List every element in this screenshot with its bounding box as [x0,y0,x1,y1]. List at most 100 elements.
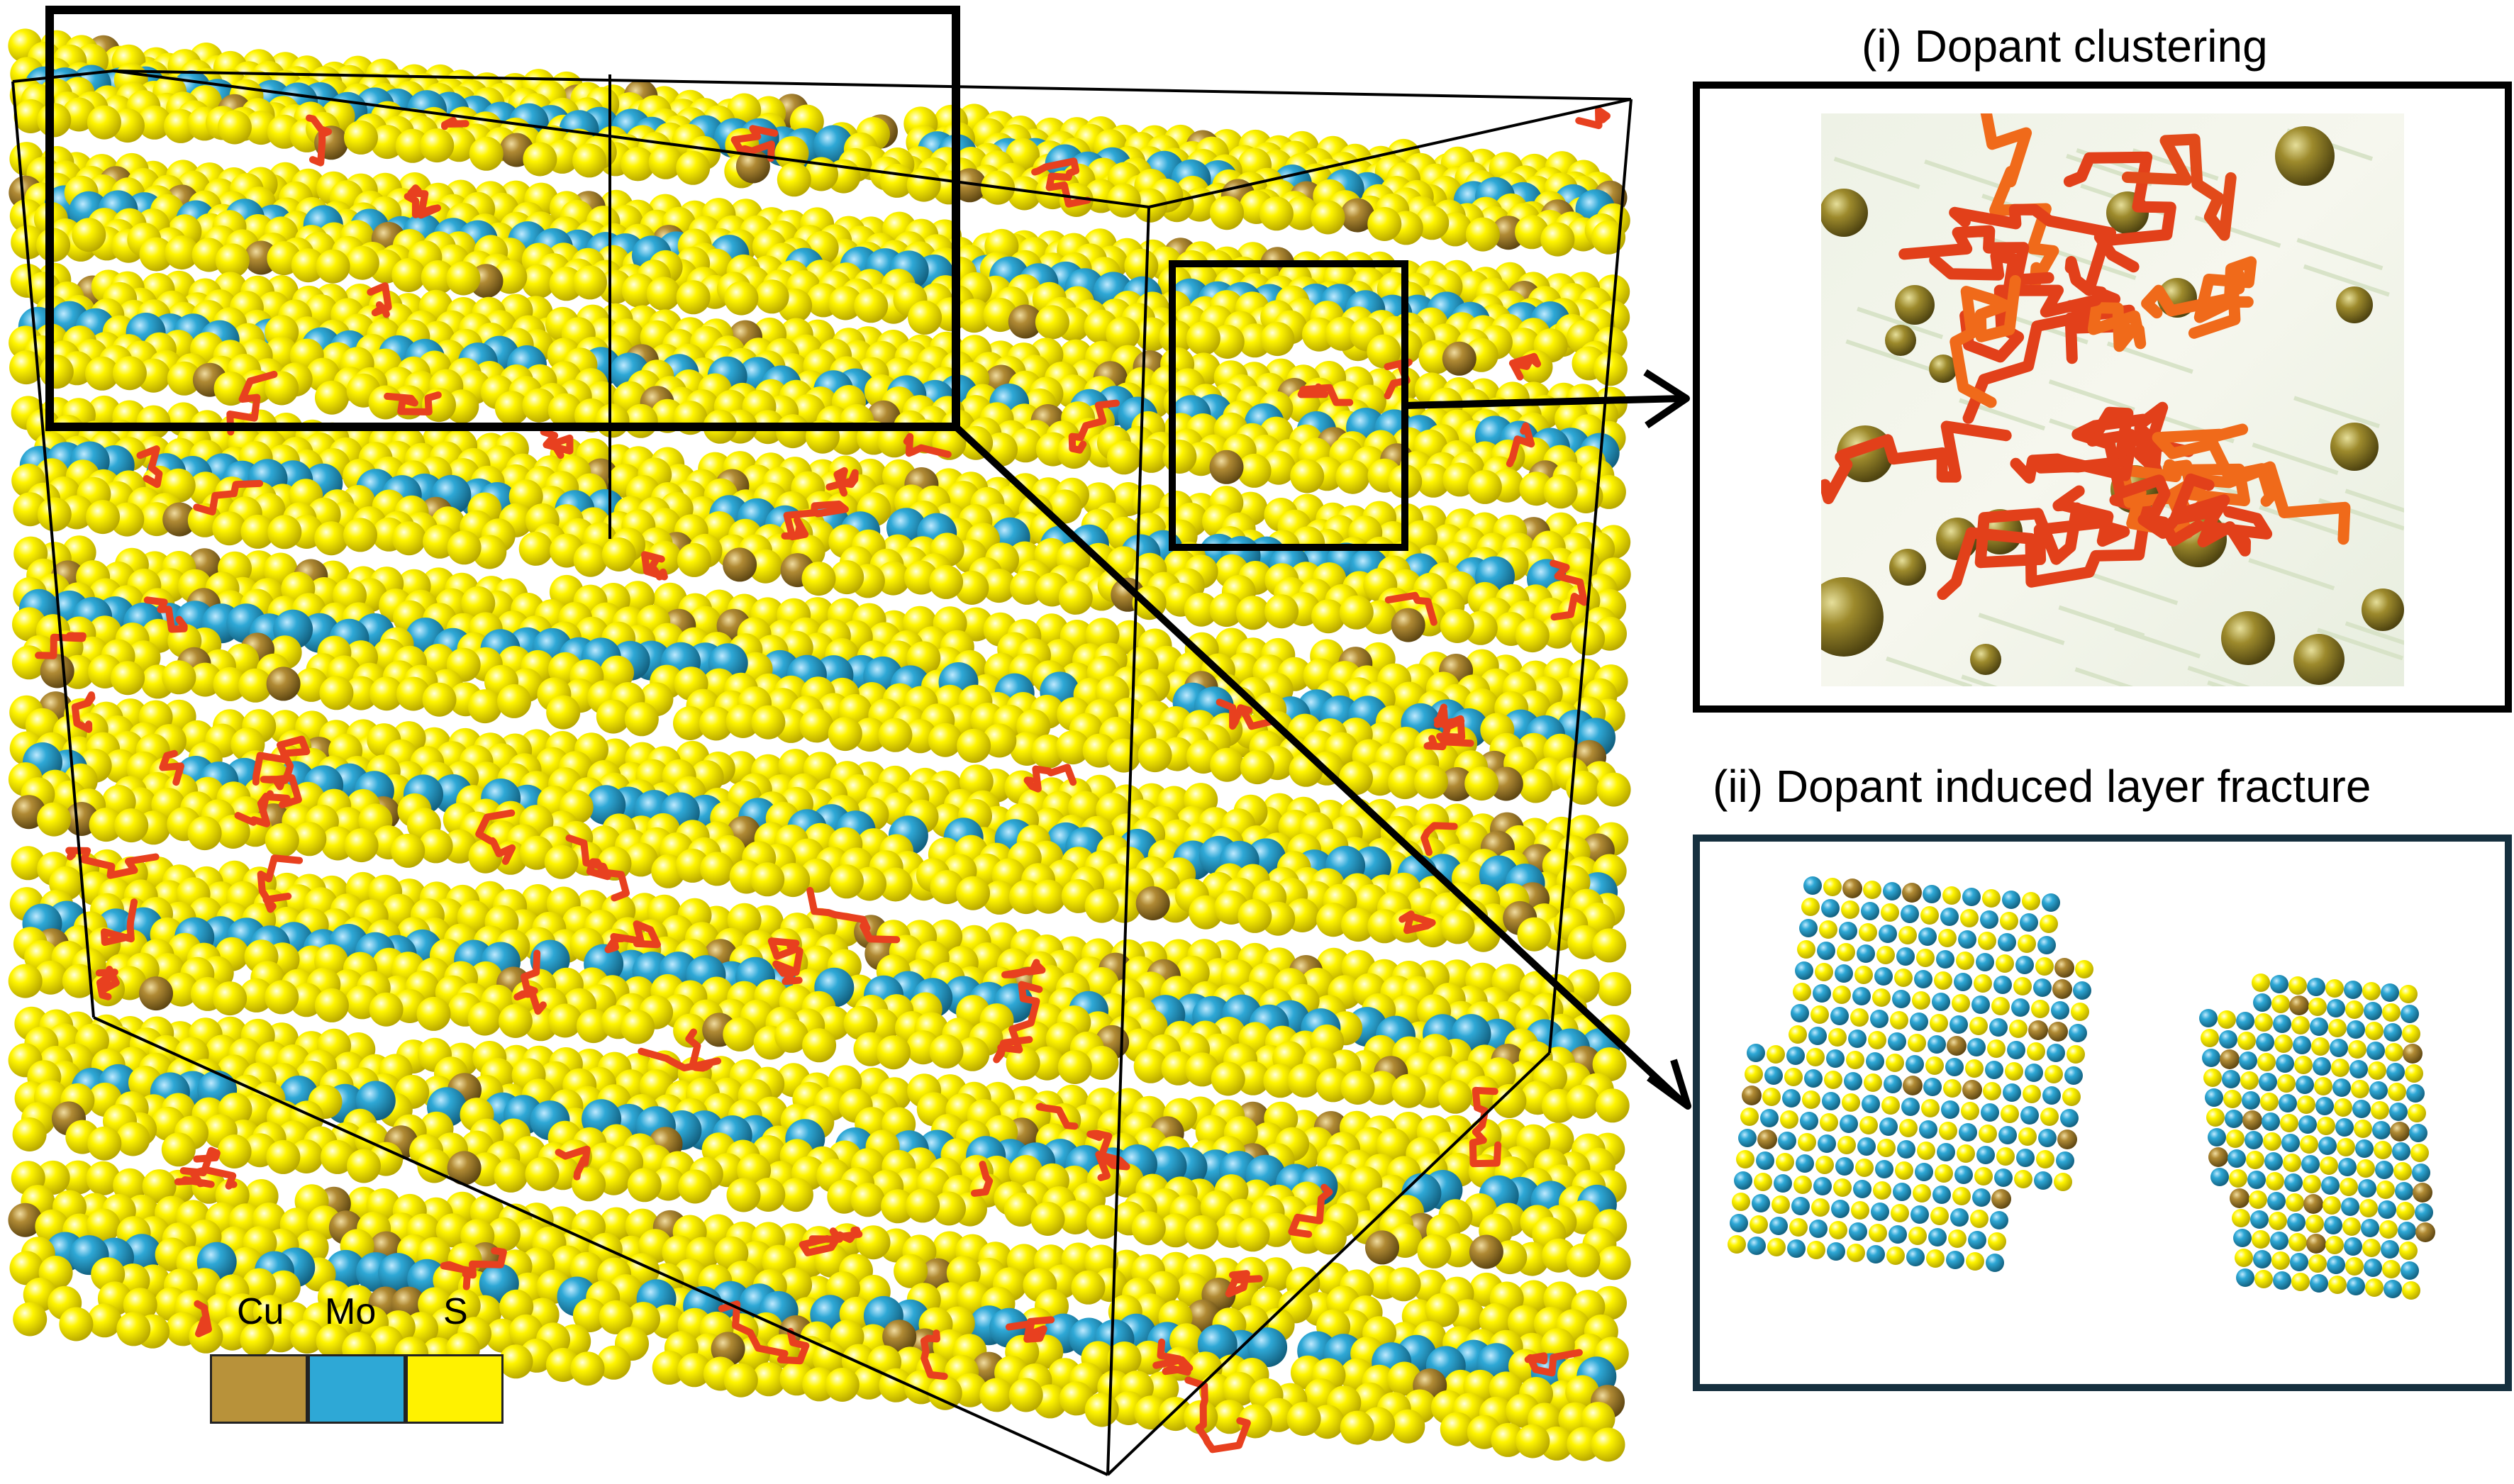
s-atom [881,1189,916,1224]
s-atom [1793,983,1811,1001]
background-lattice-line [1857,306,1944,340]
s-atom [467,689,502,724]
s-atom [1107,1341,1142,1376]
s-atom [621,147,655,182]
mo-atom [2042,1086,2061,1105]
s-atom [265,980,299,1015]
s-atom [723,1017,757,1051]
mo-atom [1809,1220,1828,1238]
cu-atom [2048,1022,2068,1042]
mo-atom [2264,1152,2283,1171]
s-atom [2371,1101,2389,1120]
cu-atom [1821,189,1868,237]
mo-atom [2273,1271,2291,1290]
s-atom [1571,621,1606,656]
mo-atom [1844,1072,1862,1090]
background-lattice-line [2303,264,2390,297]
s-atom [1891,1204,1909,1222]
inset-fracture-frame [1693,835,2512,1391]
cu-atom [2275,126,2335,186]
legend-swatch-cu [210,1354,308,1424]
cu-atom [2054,958,2074,978]
inset-dopant-clustering [1693,82,2512,713]
s-atom [652,1350,686,1385]
cu-dopant-trajectories [35,106,1611,1454]
s-atom [573,542,608,577]
mo-atom [2253,1250,2271,1268]
s-atom [1772,1195,1790,1214]
mo-atom [1830,1007,1849,1025]
background-lattice-line [1886,656,1973,686]
dopant-trajectory [1384,591,1437,626]
dopant-trajectory [781,501,849,541]
s-atom [114,808,149,843]
s-atom [2071,1003,2089,1021]
s-atom [2294,1056,2313,1074]
cu-atom [723,547,757,582]
dopant-cluster-trajectory [2010,440,2136,484]
s-atom [369,992,404,1027]
dopant-cluster-trajectory [2152,423,2276,507]
s-atom [2000,912,2018,930]
mo-atom [2310,1274,2328,1293]
s-atom [1175,1273,1210,1307]
dopant-trajectory [685,1028,722,1070]
s-atom [801,562,836,596]
mo-atom [1990,1211,2008,1229]
mo-atom [1848,1030,1867,1048]
s-atom [2320,1156,2338,1175]
mo-atom [1734,1171,1752,1190]
mo-atom [2239,1051,2257,1070]
mo-atom [2361,1219,2379,1237]
s-atom [1240,750,1274,785]
dopant-trajectory [1031,157,1091,208]
s-atom [2399,985,2418,1003]
mo-atom [1804,1069,1823,1088]
mo-atom [1971,995,1990,1014]
s-atom [2357,1159,2375,1178]
s-atom [2254,1013,2273,1032]
s-atom [1912,991,1930,1010]
s-atom [1789,1218,1808,1237]
mo-atom [1826,1049,1845,1068]
mo-atom [2236,1012,2254,1030]
s-atom [621,1010,655,1044]
s-atom [2240,1071,2259,1090]
s-atom [240,514,275,549]
s-atom [1780,1110,1798,1129]
mo-atom [1889,1225,1907,1244]
mo-atom [2347,1020,2365,1039]
s-atom [1106,183,1141,218]
cu-atom [1842,878,1862,898]
s-atom [461,586,496,620]
dopant-trajectory [604,920,661,954]
s-atom [955,1037,990,1071]
dopant-trajectory [993,1036,1033,1064]
inset-clustering-frame [1693,82,2512,713]
s-atom [1869,1224,1887,1242]
mo-atom [1867,1245,1885,1263]
s-atom [1797,940,1815,959]
s-atom [1934,971,1952,990]
s-atom [1969,1017,1988,1035]
dopant-trajectory [1068,399,1120,454]
s-atom [314,988,349,1022]
s-atom [621,273,656,308]
s-atom [2014,1170,2032,1188]
s-atom [1184,1215,1219,1249]
mo-atom [2051,1001,2069,1020]
s-atom [1211,1061,1245,1096]
dopant-cluster-trajectory [2087,302,2147,352]
s-atom [469,136,504,171]
cu-atom [2052,979,2072,999]
mo-atom [2384,1023,2402,1042]
s-atom [2269,1212,2287,1230]
s-atom [472,535,507,569]
s-atom [167,361,201,396]
mo-atom [2202,1049,2220,1067]
s-atom [1312,1220,1347,1255]
mo-atom [1862,1095,1880,1113]
s-atom [748,549,783,584]
mo-atom [2042,893,2060,912]
s-atom [2408,1104,2426,1122]
